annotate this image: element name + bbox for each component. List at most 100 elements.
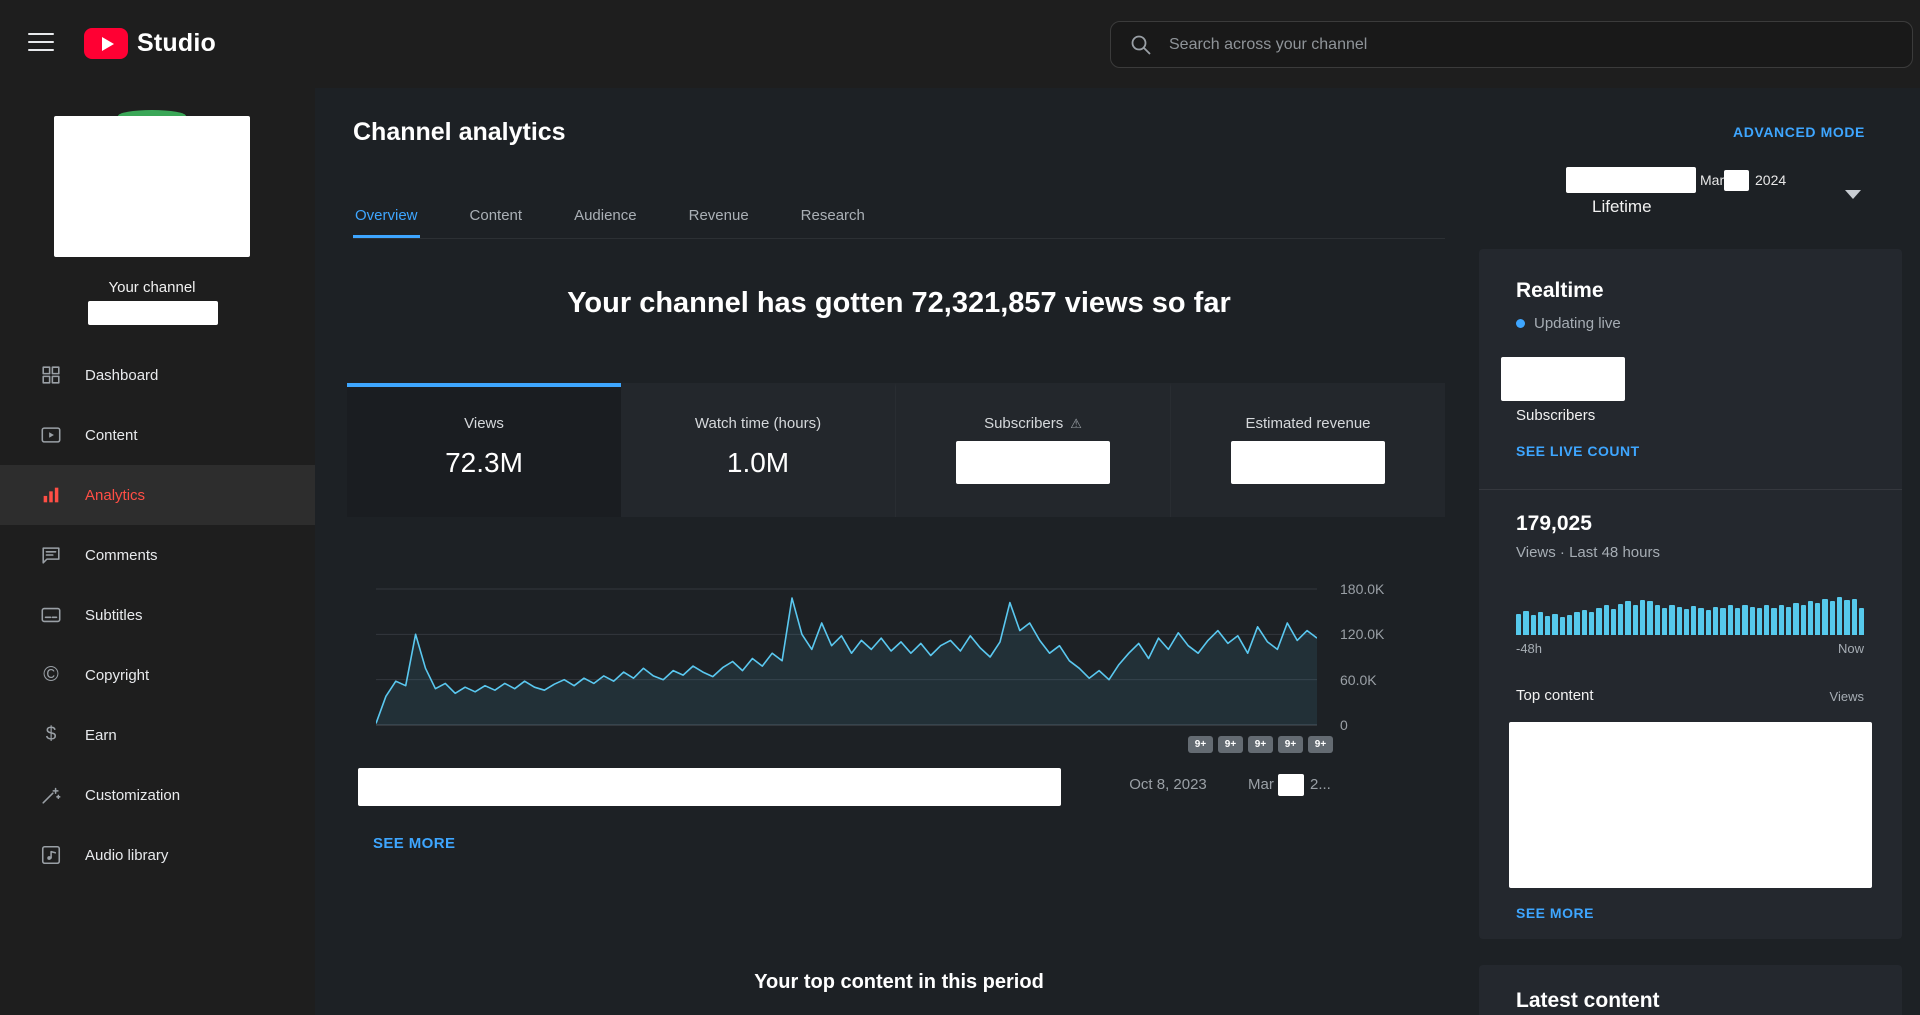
- realtime-bar: [1851, 598, 1857, 635]
- y-axis-label: 120.0K: [1340, 626, 1385, 643]
- sidebar-item-analytics[interactable]: Analytics: [0, 465, 315, 525]
- sidebar-item-label: Copyright: [85, 666, 150, 684]
- metric-card-views[interactable]: Views 72.3M: [347, 383, 621, 517]
- sidebar-item-comments[interactable]: Comments: [0, 525, 315, 585]
- sidebar-item-customization[interactable]: Customization: [0, 765, 315, 825]
- realtime-bar: [1574, 611, 1580, 635]
- realtime-bar: [1858, 607, 1865, 635]
- realtime-bar: [1756, 608, 1763, 635]
- realtime-bar: [1815, 603, 1821, 635]
- realtime-bar: [1713, 606, 1719, 635]
- realtime-bar: [1785, 606, 1792, 635]
- see-live-count-link[interactable]: SEE LIVE COUNT: [1516, 443, 1640, 459]
- metric-card-watch-time-hours[interactable]: Watch time (hours) 1.0M: [621, 383, 895, 517]
- dashboard-icon: [39, 363, 63, 387]
- realtime-bar: [1749, 606, 1755, 635]
- realtime-bar: [1829, 601, 1836, 635]
- overflow-badge[interactable]: 9+: [1188, 736, 1213, 753]
- realtime-bar: [1727, 605, 1733, 635]
- sidebar-item-copyright[interactable]: © Copyright: [0, 645, 315, 705]
- metric-card-subscribers[interactable]: Subscribers ⚠: [895, 383, 1170, 517]
- metric-label-text: Estimated revenue: [1245, 415, 1371, 432]
- metric-label-text: Views: [464, 415, 504, 432]
- sidebar-item-dashboard[interactable]: Dashboard: [0, 345, 315, 405]
- top-content-redaction-box: [1509, 722, 1872, 888]
- metric-label: Subscribers ⚠: [896, 415, 1170, 432]
- chevron-down-icon[interactable]: [1845, 190, 1861, 199]
- tab-overview[interactable]: Overview: [353, 196, 420, 238]
- views-headline: Your channel has gotten 72,321,857 views…: [567, 287, 1231, 319]
- views-line-chart[interactable]: [376, 570, 1317, 728]
- customization-icon: [39, 783, 63, 807]
- realtime-bar: [1559, 616, 1566, 635]
- top-content-heading: Your top content in this period: [754, 971, 1044, 993]
- sidebar-item-audio-library[interactable]: Audio library: [0, 825, 315, 885]
- realtime-bar: [1654, 605, 1660, 635]
- brand-name: Studio: [137, 29, 216, 57]
- subscriber-count-redaction-box: [1501, 357, 1625, 401]
- sidebar-item-label: Dashboard: [85, 366, 159, 384]
- realtime-bar: [1771, 607, 1777, 635]
- realtime-bar: [1698, 607, 1704, 635]
- y-axis-label: 180.0K: [1340, 581, 1385, 597]
- avatar-redaction-box: [54, 116, 250, 257]
- metric-value-redaction-box: [1231, 441, 1385, 484]
- advanced-mode-link[interactable]: ADVANCED MODE: [1733, 124, 1865, 140]
- overflow-badge[interactable]: 9+: [1248, 736, 1273, 753]
- sidebar-item-subtitles[interactable]: Subtitles: [0, 585, 315, 645]
- x-axis-redaction-box: [358, 768, 1061, 806]
- realtime-bar: [1807, 601, 1814, 635]
- sidebar-item-label: Earn: [85, 726, 117, 744]
- earn-icon: $: [45, 724, 57, 745]
- sidebar-item-content[interactable]: Content: [0, 405, 315, 465]
- realtime-bar: [1618, 603, 1624, 635]
- see-more-link[interactable]: SEE MORE: [373, 835, 456, 852]
- topbar: Studio: [0, 0, 1920, 88]
- realtime-bar: [1661, 607, 1668, 635]
- your-channel-label: Your channel: [108, 279, 196, 296]
- date-day-redaction-box: [1724, 170, 1749, 191]
- updating-live-label: Updating live: [1534, 315, 1621, 332]
- search-input[interactable]: [1169, 35, 1894, 54]
- studio-logo[interactable]: Studio: [84, 28, 216, 59]
- realtime-see-more-link[interactable]: SEE MORE: [1516, 905, 1594, 921]
- tab-revenue[interactable]: Revenue: [688, 207, 749, 224]
- tab-research[interactable]: Research: [800, 207, 865, 224]
- tab-content[interactable]: Content: [469, 207, 523, 224]
- realtime-bar: [1683, 608, 1690, 635]
- sidebar-item-earn[interactable]: $ Earn: [0, 705, 315, 765]
- sidebar: Your channel Dashboard Content Analytics Co…: [0, 88, 315, 1015]
- metric-value: [1171, 441, 1445, 484]
- y-axis-label: 60.0K: [1340, 671, 1377, 688]
- sidebar-item-label: Comments: [85, 546, 158, 564]
- search-bar[interactable]: [1110, 21, 1913, 68]
- realtime-bar: [1603, 605, 1609, 635]
- realtime-bar: [1800, 605, 1806, 635]
- overflow-badge[interactable]: 9+: [1218, 736, 1243, 753]
- content-icon: [39, 423, 63, 447]
- realtime-bar: [1705, 609, 1712, 635]
- metric-value: [896, 441, 1170, 484]
- subtitles-icon: [39, 603, 63, 627]
- channel-name-redaction-box: [88, 301, 218, 325]
- realtime-bar: [1764, 605, 1770, 635]
- realtime-bar-chart[interactable]: [1516, 594, 1865, 635]
- date-period-label: Lifetime: [1592, 197, 1652, 216]
- realtime-bar: [1596, 607, 1602, 635]
- y-axis-label: 0: [1340, 717, 1348, 733]
- realtime-card: Realtime Updating live Subscribers SEE L…: [1479, 249, 1902, 939]
- menu-icon[interactable]: [28, 33, 54, 55]
- realtime-bar: [1523, 611, 1529, 635]
- realtime-bar: [1516, 613, 1522, 635]
- metric-value-redaction-box: [956, 441, 1110, 484]
- views-48h-value: 179,025: [1516, 512, 1592, 535]
- tab-audience[interactable]: Audience: [574, 207, 637, 224]
- realtime-bar: [1647, 601, 1653, 635]
- metric-label-text: Subscribers: [984, 415, 1064, 432]
- sidebar-item-label: Customization: [85, 786, 181, 804]
- metric-card-estimated-revenue[interactable]: Estimated revenue: [1170, 383, 1445, 517]
- realtime-bar: [1742, 604, 1748, 635]
- overflow-badge[interactable]: 9+: [1308, 736, 1333, 753]
- overflow-badge[interactable]: 9+: [1278, 736, 1303, 753]
- youtube-logo-icon: [84, 28, 128, 59]
